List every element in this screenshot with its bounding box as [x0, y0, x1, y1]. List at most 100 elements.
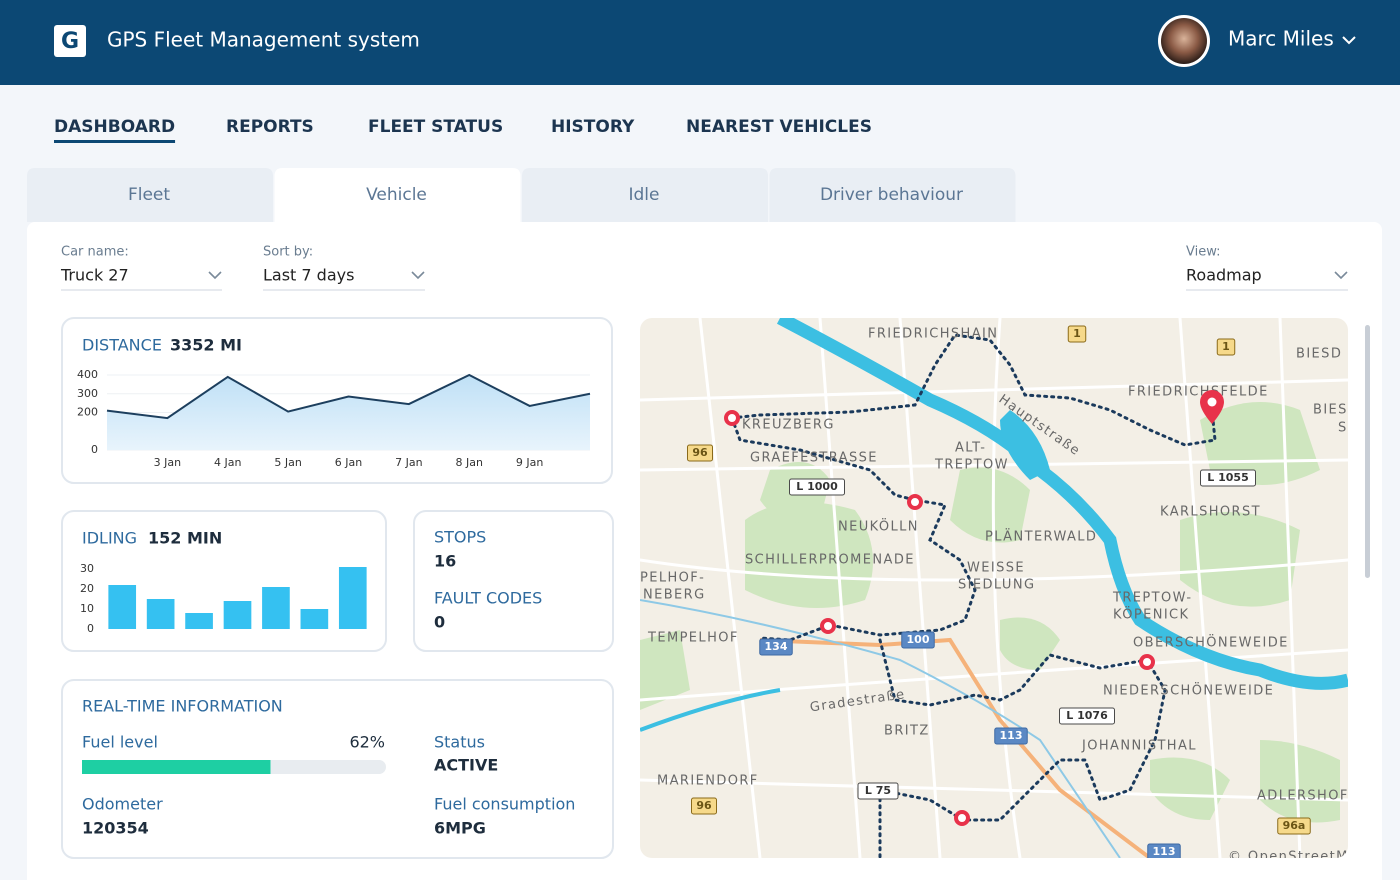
- chart-title: IDLING: [82, 529, 137, 548]
- map-label: BRITZ: [884, 724, 930, 739]
- map-label: GRAEFESTRASSE: [750, 451, 878, 466]
- nav-item[interactable]: NEAREST VEHICLES: [686, 117, 872, 137]
- stop-pin[interactable]: [822, 620, 834, 632]
- tab-label[interactable]: Vehicle: [366, 185, 427, 205]
- bar: [262, 587, 290, 629]
- road-badge-label: L 1000: [796, 480, 838, 493]
- status-label: Status: [434, 733, 485, 752]
- stop-pin[interactable]: [1141, 656, 1153, 668]
- road-badge-label: 96: [692, 446, 708, 459]
- map-label: PELHOF-: [640, 571, 705, 586]
- road-badge-label: 1: [1222, 340, 1230, 353]
- nav-item[interactable]: HISTORY: [551, 117, 635, 137]
- map-label: FRIEDRICHSHAIN: [868, 327, 998, 342]
- nav-item[interactable]: REPORTS: [226, 117, 314, 137]
- filter-value[interactable]: Last 7 days: [263, 266, 354, 285]
- map-label: NIEDERSCHÖNEWEIDE: [1103, 682, 1274, 699]
- bar: [339, 567, 367, 629]
- nav-item[interactable]: FLEET STATUS: [368, 117, 503, 137]
- fuel-value: 62%: [349, 733, 385, 752]
- nav-active-underline: [54, 140, 175, 143]
- y-tick-label: 0: [91, 443, 98, 456]
- y-tick-label: 10: [80, 602, 94, 615]
- x-tick-label: 5 Jan: [274, 456, 301, 469]
- map-label: KARLSHORST: [1160, 505, 1261, 520]
- map-label: ADLERSHOF: [1257, 789, 1349, 804]
- tab-label[interactable]: Idle: [629, 185, 660, 205]
- fault-codes-value: 0: [434, 613, 445, 632]
- map[interactable]: FRIEDRICHSHAINHauptstraßeFRIEDRICHSFELDE…: [640, 318, 1349, 865]
- consumption-label: Fuel consumption: [434, 795, 575, 814]
- map-label: PLÄNTERWALD: [985, 529, 1097, 545]
- stop-pin[interactable]: [726, 412, 738, 424]
- x-tick-label: 6 Jan: [335, 456, 362, 469]
- fault-codes-label: FAULT CODES: [434, 589, 542, 608]
- road-badge-label: 1: [1073, 327, 1081, 340]
- road-badge-label: 113: [1153, 845, 1176, 858]
- road-badge-label: 100: [907, 633, 930, 646]
- user-name[interactable]: Marc Miles: [1228, 27, 1334, 51]
- x-tick-label: 9 Jan: [516, 456, 543, 469]
- y-tick-label: 20: [80, 582, 94, 595]
- map-label: KREUZBERG: [742, 418, 835, 433]
- road-badge-label: 134: [765, 640, 788, 653]
- nav-item[interactable]: DASHBOARD: [54, 117, 175, 137]
- realtime-title: REAL-TIME INFORMATION: [82, 697, 283, 716]
- logo: G: [61, 29, 79, 54]
- map-label: TREPTOW: [934, 458, 1009, 473]
- x-tick-label: 7 Jan: [395, 456, 422, 469]
- map-label: NEUKÖLLN: [838, 518, 919, 535]
- filter-value[interactable]: Roadmap: [1186, 266, 1262, 285]
- map-label: ALT-: [955, 441, 986, 456]
- road-badge-label: L 1076: [1066, 709, 1108, 722]
- avatar[interactable]: [1161, 18, 1207, 64]
- map-label: BIES: [1313, 403, 1348, 418]
- fuel-bar-group: [82, 760, 270, 774]
- stops-label: STOPS: [434, 528, 486, 547]
- filter-label: View:: [1186, 245, 1221, 260]
- chart-title: DISTANCE: [82, 336, 162, 355]
- bar: [108, 585, 136, 629]
- tab-label[interactable]: Driver behaviour: [820, 185, 963, 205]
- status-value: ACTIVE: [434, 756, 498, 775]
- road-badge-label: L 75: [865, 784, 891, 797]
- odometer-label: Odometer: [82, 795, 163, 814]
- x-tick-label: 8 Jan: [456, 456, 483, 469]
- fuel-bar: [82, 760, 270, 774]
- stop-pin[interactable]: [956, 812, 968, 824]
- filter-value[interactable]: Truck 27: [60, 266, 129, 285]
- bar: [224, 601, 252, 629]
- map-label: SCHILLERPROMENADE: [745, 553, 915, 568]
- map-label: SIEDLUNG: [958, 578, 1035, 593]
- road-badge-label: 113: [1000, 729, 1023, 742]
- road-badge-label: 96a: [1283, 819, 1306, 832]
- y-tick-label: 400: [77, 368, 98, 381]
- map-label: MARIENDORF: [657, 774, 759, 789]
- map-label: BIESD: [1296, 347, 1342, 362]
- y-tick-label: 300: [77, 387, 98, 400]
- tab-label[interactable]: Fleet: [128, 185, 170, 205]
- map-label: TREPTOW-: [1112, 591, 1192, 606]
- consumption-value: 6MPG: [434, 819, 486, 838]
- y-tick-label: 30: [80, 562, 94, 575]
- map-label: FRIEDRICHSFELDE: [1128, 385, 1269, 400]
- map-label: JOHANNISTHAL: [1081, 739, 1197, 754]
- chart-total: 3352 MI: [170, 336, 242, 355]
- filter-label: Sort by:: [263, 245, 313, 260]
- filter-label: Car name:: [61, 245, 129, 260]
- scrollbar[interactable]: [1365, 325, 1370, 578]
- map-label: NEBERG: [643, 588, 706, 603]
- odometer-value: 120354: [82, 819, 149, 838]
- x-tick-label: 3 Jan: [154, 456, 181, 469]
- y-tick-label: 200: [77, 406, 98, 419]
- stops-value: 16: [434, 552, 456, 571]
- x-tick-label: 4 Jan: [214, 456, 241, 469]
- y-tick-label: 0: [87, 622, 94, 635]
- fuel-label: Fuel level: [82, 733, 158, 752]
- stop-pin[interactable]: [909, 496, 921, 508]
- chart-total: 152 MIN: [148, 529, 222, 548]
- road-badge-label: 96: [696, 799, 712, 812]
- bar: [301, 609, 329, 629]
- location-marker-dot: [1208, 398, 1217, 407]
